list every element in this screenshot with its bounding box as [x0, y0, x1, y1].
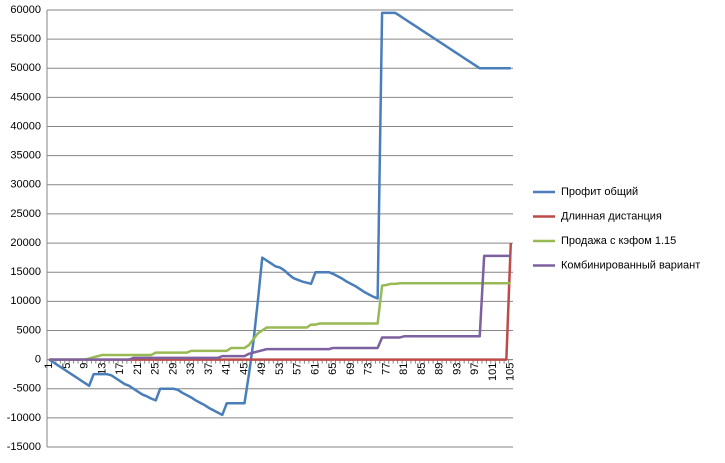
y-tick-label: 40000 [10, 120, 41, 132]
x-tick-label: 25 [150, 363, 162, 375]
x-tick-label: 65 [327, 363, 339, 375]
y-tick-label: 15000 [10, 266, 41, 278]
x-tick-label: 61 [309, 363, 321, 375]
x-tick-label: 101 [487, 363, 499, 381]
y-tick-label: 45000 [10, 91, 41, 103]
x-tick-label: 21 [132, 363, 144, 375]
y-tick-label: 60000 [10, 4, 41, 16]
x-tick-label: 77 [380, 363, 392, 375]
x-tick-label: 45 [238, 363, 250, 375]
y-tick-label: 35000 [10, 150, 41, 162]
x-tick-label: 5 [61, 363, 73, 369]
y-tick-label: 10000 [10, 295, 41, 307]
legend-label: Продажа с кэфом 1.15 [561, 235, 676, 247]
x-tick-label: 1 [43, 363, 55, 369]
x-tick-label: 49 [256, 363, 268, 375]
x-tick-label: 17 [114, 363, 126, 375]
y-tick-label: 25000 [10, 208, 41, 220]
x-tick-label: 53 [274, 363, 286, 375]
y-tick-label: -5000 [13, 383, 41, 395]
x-tick-label: 93 [451, 363, 463, 375]
x-tick-label: 105 [505, 363, 517, 381]
x-tick-label: 33 [185, 363, 197, 375]
x-tick-label: 89 [434, 363, 446, 375]
x-tick-label: 9 [79, 363, 91, 369]
x-tick-label: 81 [398, 363, 410, 375]
series-line [49, 254, 511, 361]
x-tick-label: 37 [203, 363, 215, 375]
x-tick-label: 29 [167, 363, 179, 375]
series-line [49, 282, 511, 361]
x-tick-label: 13 [96, 363, 108, 375]
y-tick-label: -10000 [7, 412, 41, 424]
y-tick-label: 50000 [10, 62, 41, 74]
x-tick-label: 69 [345, 363, 357, 375]
x-tick-label: 73 [363, 363, 375, 375]
x-tick-label: 85 [416, 363, 428, 375]
x-tick-label: 41 [221, 363, 233, 375]
legend-label: Профит общий [561, 186, 638, 198]
x-tick-label: 57 [292, 363, 304, 375]
y-tick-label: 0 [35, 354, 41, 366]
legend-label: Длинная дистанция [561, 210, 662, 222]
series-line [48, 11, 511, 417]
y-tick-label: 20000 [10, 237, 41, 249]
legend-label: Комбинированный вариант [561, 259, 700, 271]
y-tick-label: 55000 [10, 33, 41, 45]
y-tick-label: 5000 [17, 324, 41, 336]
y-tick-label: 30000 [10, 179, 41, 191]
x-tick-label: 97 [469, 363, 481, 375]
y-tick-label: -15000 [7, 441, 41, 453]
